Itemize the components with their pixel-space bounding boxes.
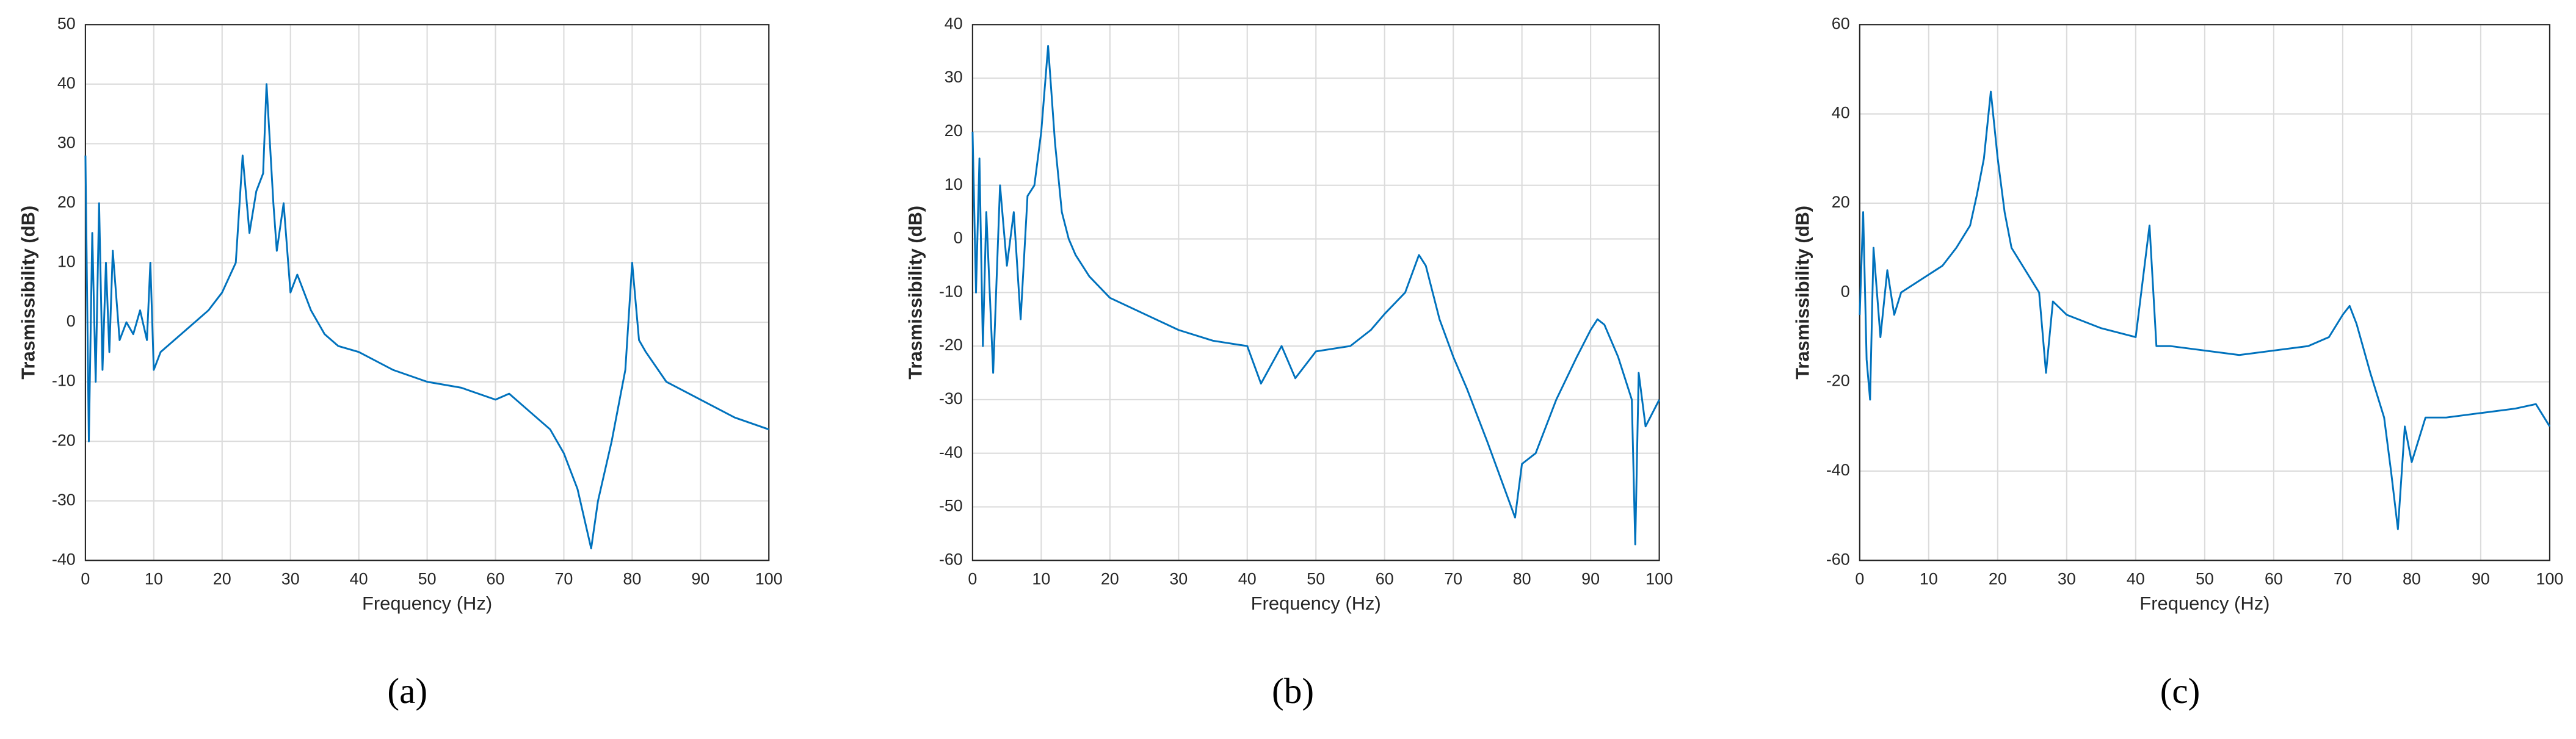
- y-tick-label: -60: [939, 550, 963, 568]
- x-tick-label: 0: [1855, 570, 1864, 588]
- y-tick-label: -40: [939, 443, 963, 461]
- y-tick-label: -30: [52, 491, 76, 509]
- x-tick-label: 30: [1169, 570, 1188, 588]
- x-tick-label: 0: [81, 570, 90, 588]
- y-tick-label: -10: [52, 372, 76, 390]
- y-tick-label: -20: [1826, 372, 1850, 390]
- caption: (b): [1272, 671, 1314, 711]
- y-tick-label: -20: [939, 336, 963, 354]
- y-tick-label: 50: [57, 14, 76, 32]
- y-axis-label: Trasmissibility (dB): [18, 206, 39, 380]
- y-tick-label: 20: [1832, 193, 1850, 211]
- x-tick-label: 40: [350, 570, 368, 588]
- plot-frame: [971, 24, 1660, 561]
- x-tick-label: 40: [2127, 570, 2145, 588]
- y-tick-label: 30: [57, 134, 76, 152]
- x-tick-label: 10: [145, 570, 163, 588]
- x-tick-label: 0: [968, 570, 977, 588]
- y-tick-label: -60: [1826, 550, 1850, 568]
- y-tick-label: 10: [945, 175, 963, 193]
- caption: (c): [2160, 671, 2200, 711]
- data-line: [84, 83, 769, 550]
- x-tick-label: 50: [2196, 570, 2214, 588]
- x-tick-label: 50: [418, 570, 437, 588]
- x-tick-label: 40: [1238, 570, 1257, 588]
- x-tick-label: 100: [755, 570, 783, 588]
- y-tick-label: -50: [939, 497, 963, 515]
- y-tick-label: 0: [1841, 282, 1850, 300]
- y-tick-label: 20: [57, 193, 76, 211]
- x-tick-label: 70: [1444, 570, 1462, 588]
- plot-frame: [84, 24, 770, 561]
- y-axis-label: Trasmissibility (dB): [1792, 206, 1813, 380]
- x-axis-label: Frequency (Hz): [362, 593, 492, 614]
- x-tick-label: 10: [1920, 570, 1938, 588]
- x-tick-label: 70: [554, 570, 573, 588]
- x-tick-label: 60: [2265, 570, 2283, 588]
- x-axis-label: Frequency (Hz): [2139, 593, 2269, 614]
- data-line: [1859, 90, 2551, 530]
- x-tick-label: 80: [623, 570, 641, 588]
- x-tick-label: 20: [213, 570, 231, 588]
- y-tick-label: -30: [939, 389, 963, 408]
- caption: (a): [387, 671, 427, 711]
- y-tick-label: 0: [67, 312, 76, 330]
- y-tick-label: 40: [1832, 104, 1850, 122]
- x-tick-label: 30: [2058, 570, 2076, 588]
- y-tick-label: -40: [52, 550, 76, 568]
- y-tick-label: 40: [57, 74, 76, 92]
- y-tick-label: 30: [945, 68, 963, 86]
- y-tick-label: 0: [954, 229, 963, 247]
- y-tick-label: -20: [52, 431, 76, 449]
- y-tick-label: -40: [1826, 461, 1850, 479]
- x-tick-label: 20: [1101, 570, 1119, 588]
- x-tick-label: 70: [2334, 570, 2352, 588]
- y-tick-label: 20: [945, 121, 963, 140]
- y-tick-label: 10: [57, 253, 76, 271]
- y-axis-label: Trasmissibility (dB): [905, 206, 926, 380]
- x-tick-label: 60: [1376, 570, 1394, 588]
- y-tick-label: -10: [939, 282, 963, 300]
- x-tick-label: 20: [1989, 570, 2007, 588]
- y-tick-label: 40: [945, 14, 963, 32]
- x-tick-label: 80: [1513, 570, 1531, 588]
- x-tick-label: 10: [1032, 570, 1050, 588]
- x-tick-label: 90: [691, 570, 709, 588]
- x-tick-label: 60: [487, 570, 505, 588]
- y-tick-label: 60: [1832, 14, 1850, 32]
- data-line: [971, 45, 1660, 546]
- x-tick-label: 100: [2536, 570, 2564, 588]
- x-tick-label: 90: [1581, 570, 1600, 588]
- x-tick-label: 80: [2403, 570, 2421, 588]
- x-tick-label: 50: [1307, 570, 1325, 588]
- x-tick-label: 100: [1645, 570, 1673, 588]
- x-tick-label: 30: [281, 570, 300, 588]
- x-axis-label: Frequency (Hz): [1251, 593, 1381, 614]
- x-tick-label: 90: [2472, 570, 2490, 588]
